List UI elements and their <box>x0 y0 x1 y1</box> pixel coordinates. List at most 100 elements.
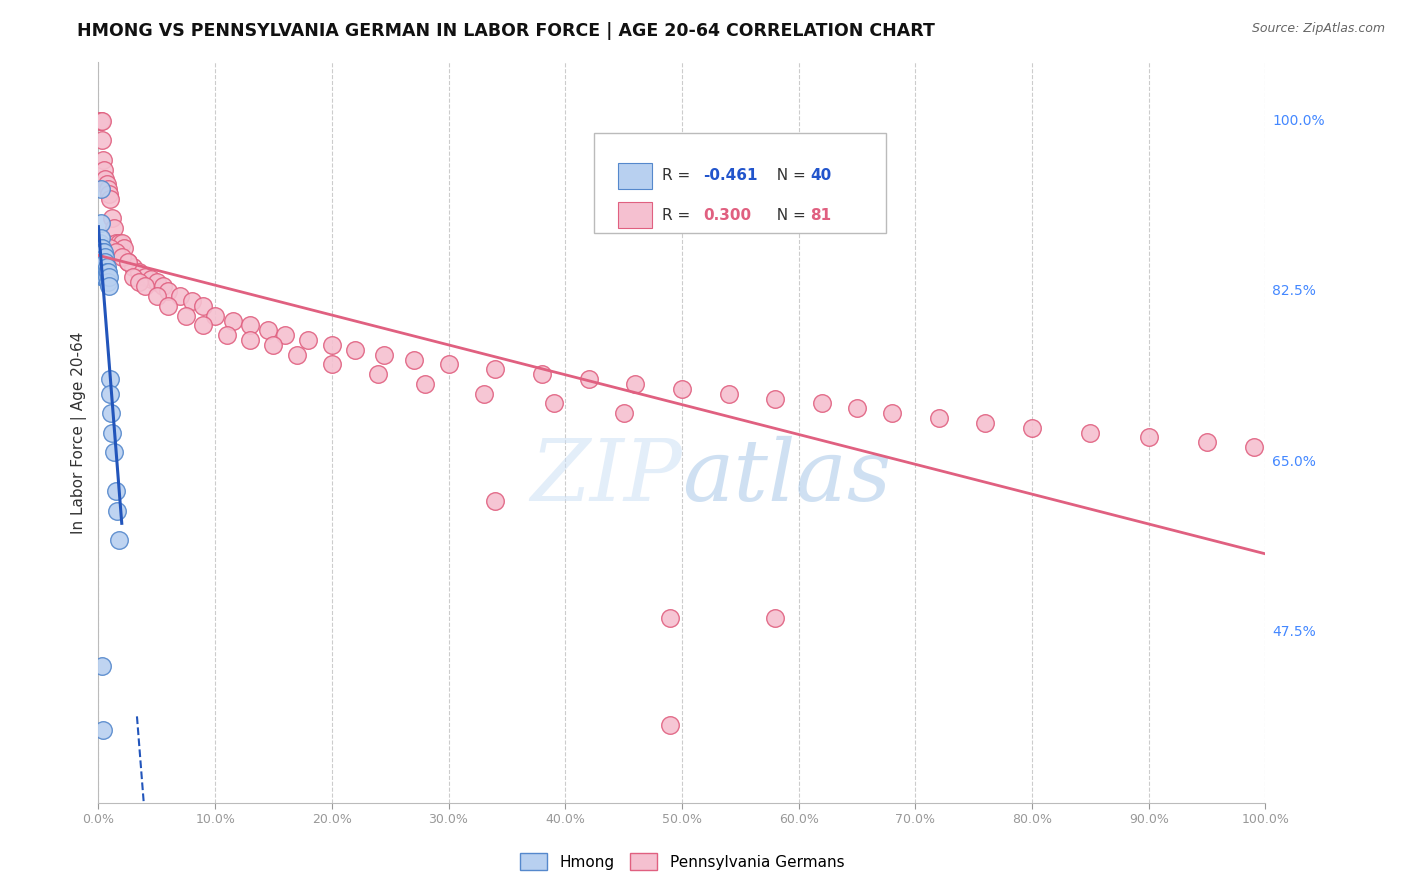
Point <box>193 318 215 333</box>
Point <box>97 186 120 201</box>
Text: 0.300: 0.300 <box>703 208 751 223</box>
Point <box>846 401 869 416</box>
Point <box>174 309 197 323</box>
Point <box>117 255 139 269</box>
Point <box>204 309 226 323</box>
Point <box>97 269 120 284</box>
Point <box>128 265 150 279</box>
Point <box>93 162 115 177</box>
Point <box>93 255 115 269</box>
Point <box>543 396 565 410</box>
Point <box>104 484 127 499</box>
Point <box>659 610 682 624</box>
Point <box>613 406 636 420</box>
Text: 47.5%: 47.5% <box>1272 625 1316 640</box>
Point <box>1137 430 1160 444</box>
Point <box>215 328 238 343</box>
Text: atlas: atlas <box>682 435 891 518</box>
Point <box>193 299 215 313</box>
Point <box>134 269 156 284</box>
FancyBboxPatch shape <box>595 133 886 233</box>
Text: R =: R = <box>662 208 695 223</box>
Point <box>97 275 120 289</box>
Point <box>97 279 120 293</box>
Point <box>530 367 553 381</box>
Text: HMONG VS PENNSYLVANIA GERMAN IN LABOR FORCE | AGE 20-64 CORRELATION CHART: HMONG VS PENNSYLVANIA GERMAN IN LABOR FO… <box>77 22 935 40</box>
Text: 100.0%: 100.0% <box>1272 114 1324 128</box>
Point <box>344 343 367 357</box>
Point <box>1243 440 1265 454</box>
Point <box>484 362 506 376</box>
Point <box>90 216 112 230</box>
Point <box>96 265 118 279</box>
Point <box>101 425 124 440</box>
Point <box>321 358 343 372</box>
Text: ZIP: ZIP <box>530 435 682 518</box>
Y-axis label: In Labor Force | Age 20-64: In Labor Force | Age 20-64 <box>72 332 87 533</box>
FancyBboxPatch shape <box>617 202 651 228</box>
Point <box>108 533 131 547</box>
Point <box>111 250 134 264</box>
Point <box>157 285 180 299</box>
Point <box>152 279 174 293</box>
Point <box>90 245 112 260</box>
Point <box>146 289 169 303</box>
Point <box>94 172 117 186</box>
Point <box>180 294 202 309</box>
Point <box>90 182 112 196</box>
Text: 40: 40 <box>810 169 831 184</box>
Point <box>157 299 180 313</box>
Point <box>90 659 112 673</box>
Point <box>94 269 117 284</box>
Point <box>262 338 284 352</box>
Point <box>94 255 117 269</box>
Point <box>880 406 903 420</box>
Point <box>90 250 112 264</box>
Point <box>1195 435 1218 450</box>
Point <box>90 255 112 269</box>
Point <box>763 610 786 624</box>
Point <box>256 323 278 337</box>
Point <box>221 313 243 327</box>
Point <box>97 182 120 196</box>
Point <box>90 260 112 274</box>
Point <box>367 367 389 381</box>
Point <box>1080 425 1102 440</box>
Point <box>128 275 150 289</box>
Point <box>112 240 135 255</box>
Point <box>94 250 117 264</box>
Point <box>104 235 127 250</box>
Point <box>97 265 120 279</box>
Point <box>146 275 169 289</box>
Point <box>90 231 112 245</box>
Point <box>297 333 319 347</box>
Text: 65.0%: 65.0% <box>1272 455 1316 469</box>
Point <box>763 392 786 406</box>
Point <box>100 406 122 420</box>
Point <box>472 386 495 401</box>
Point <box>90 114 112 128</box>
Point <box>105 503 128 517</box>
Point <box>98 240 121 255</box>
Point <box>321 338 343 352</box>
Point <box>89 240 111 255</box>
Point <box>90 114 112 128</box>
Point <box>578 372 600 386</box>
Point <box>91 260 114 274</box>
Point <box>94 265 117 279</box>
Point <box>373 348 395 362</box>
Text: -0.461: -0.461 <box>703 169 758 184</box>
Legend: Hmong, Pennsylvania Germans: Hmong, Pennsylvania Germans <box>513 847 851 877</box>
Point <box>117 255 139 269</box>
Point <box>239 333 262 347</box>
Point <box>103 221 125 235</box>
Text: N =: N = <box>768 208 811 223</box>
Point <box>93 265 115 279</box>
Point <box>103 445 125 459</box>
Point <box>974 416 997 430</box>
Point <box>122 260 145 274</box>
Point <box>717 386 740 401</box>
Point <box>91 723 114 737</box>
Point <box>437 358 460 372</box>
Point <box>98 372 121 386</box>
